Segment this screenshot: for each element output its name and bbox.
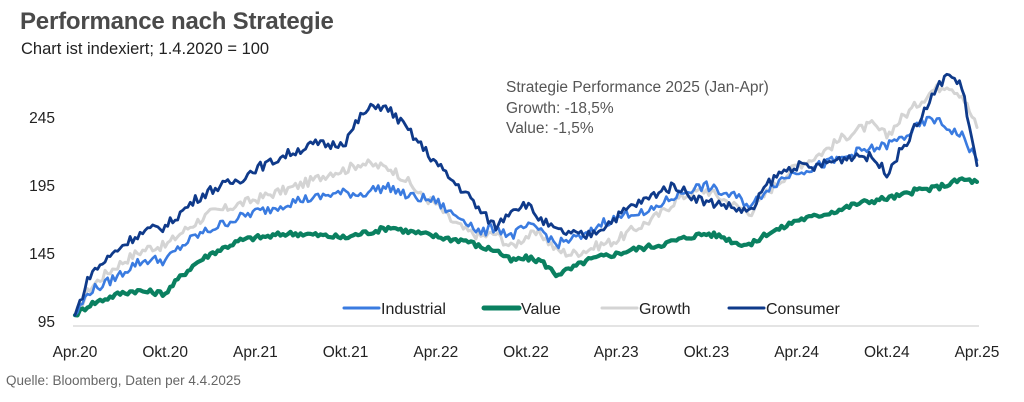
x-axis: Apr.20 Okt.20 Apr.21 Okt.21 Apr.22 Okt.22 Apr.… [53,344,1000,361]
series-line-growth [73,83,979,317]
series-line-consumer [73,72,979,317]
chart-subtitle: Chart ist indexiert; 1.4.2020 = 100 [21,40,270,58]
series-line-industrial [73,115,979,317]
y-tick-label: 195 [29,178,55,195]
annotation-growth: Growth: -18,5% [506,99,614,117]
x-tick-label: Apr.20 [53,344,98,361]
y-tick-label: 145 [29,246,55,263]
chart-title: Performance nach Strategie [20,8,334,35]
legend: Industrial Value Growth Consumer [342,301,840,318]
x-tick-label: Okt.22 [503,344,549,361]
y-axis: 95 145 195 245 [29,110,55,331]
series-lines [72,72,980,318]
source-note: Quelle: Bloomberg, Daten per 4.4.2025 [6,373,241,388]
x-tick-label: Apr.25 [955,344,1000,361]
y-tick-label: 245 [29,110,55,127]
x-tick-label: Apr.22 [413,344,458,361]
x-tick-label: Apr.23 [594,344,639,361]
legend-label-industrial: Industrial [381,301,446,318]
x-tick-label: Okt.20 [142,344,188,361]
x-tick-label: Okt.23 [684,344,730,361]
legend-label-value: Value [521,301,561,318]
legend-label-growth: Growth [639,301,691,318]
annotation-heading: Strategie Performance 2025 (Jan-Apr) [506,79,769,96]
y-tick-label: 95 [38,314,55,331]
x-tick-label: Apr.24 [774,344,819,361]
annotation-value: Value: -1,5% [506,120,594,137]
x-tick-label: Okt.24 [864,344,910,361]
x-tick-label: Okt.21 [323,344,369,361]
x-tick-label: Apr.21 [233,344,278,361]
series-line-value [72,176,980,318]
performance-annotation: Strategie Performance 2025 (Jan-Apr) Gro… [506,78,769,140]
legend-label-consumer: Consumer [766,301,840,318]
